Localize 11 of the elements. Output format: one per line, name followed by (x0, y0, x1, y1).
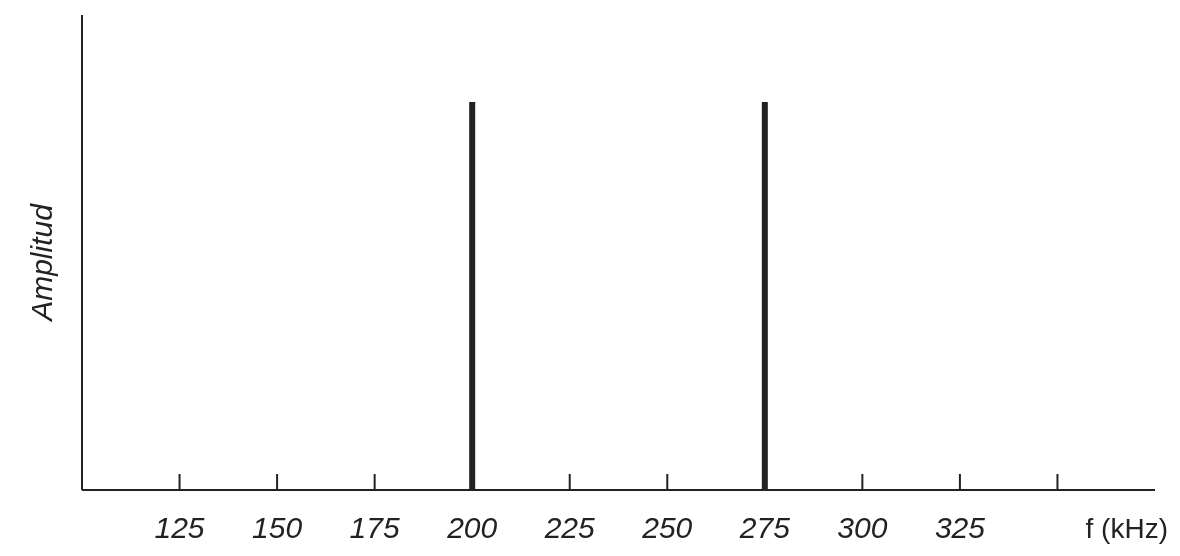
x-tick-label: 300 (837, 511, 888, 544)
x-tick-label: 150 (252, 511, 303, 544)
x-tick-label: 125 (154, 511, 205, 544)
x-tick-label: 175 (349, 511, 400, 544)
x-tick-label: 250 (641, 511, 693, 544)
x-tick-label: 325 (934, 511, 986, 544)
x-tick-label: 200 (446, 511, 498, 544)
y-axis-title: Amplitud (25, 202, 58, 323)
x-tick-label: 225 (543, 511, 596, 544)
x-tick-label: 275 (738, 511, 791, 544)
x-axis-title: f (kHz) (1085, 513, 1168, 544)
